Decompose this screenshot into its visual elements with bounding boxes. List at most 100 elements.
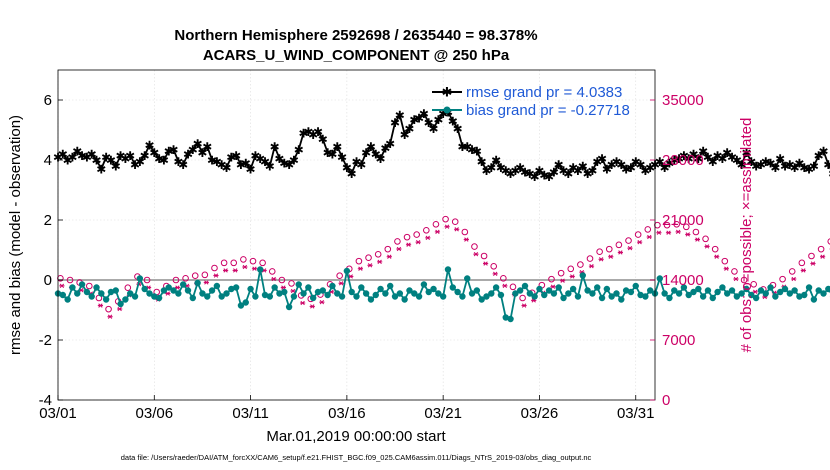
bias-point <box>127 290 134 297</box>
bias-point <box>411 290 418 297</box>
obs-possible-point <box>500 274 507 282</box>
obs-assimilated-stroke <box>223 268 228 273</box>
bias-point <box>377 285 384 293</box>
obs-possible-point <box>731 268 738 275</box>
obs-possible-point <box>85 282 93 290</box>
rmse-point: ✱ <box>530 170 540 184</box>
bias-point <box>671 287 678 294</box>
obs-assimilated-point <box>425 235 431 241</box>
rmse-point: ✱ <box>303 125 313 139</box>
obs-assimilated-stroke <box>801 268 806 273</box>
rmse-point: ✱ <box>674 152 684 166</box>
obs-assimilated-point <box>646 234 652 240</box>
rmse-point: ✱ <box>640 164 650 178</box>
bias-point <box>74 290 81 297</box>
rmse-point: ✱ <box>751 159 761 173</box>
bias-point <box>155 294 163 302</box>
rmse-point: ✱ <box>737 158 747 172</box>
rmse-point: ✱ <box>660 161 670 175</box>
obs-assimilated-stroke <box>695 237 700 242</box>
rmse-point: ✱ <box>592 155 602 169</box>
obs-assimilated-stroke <box>367 263 373 268</box>
obs-assimilated-stroke <box>348 274 353 279</box>
rmse-point: ✱ <box>106 153 116 167</box>
obs-assimilated-stroke <box>107 314 113 319</box>
obs-assimilated-point <box>685 232 691 237</box>
rmse-point: ✱ <box>534 164 544 178</box>
rmse-point: ✱ <box>616 158 626 172</box>
obs-assimilated-stroke <box>618 250 623 255</box>
rmse-point: ✱ <box>169 143 179 157</box>
rmse-point: ✱ <box>578 159 588 173</box>
bias-point <box>309 294 317 302</box>
rmse-point: ✱ <box>621 162 631 176</box>
bias-point <box>786 290 794 297</box>
rmse-point: ✱ <box>433 113 443 127</box>
obs-possible-point <box>788 268 796 275</box>
obs-assimilated-point <box>59 283 65 289</box>
rmse-point: ✱ <box>419 107 429 121</box>
obs-possible-point <box>711 245 719 253</box>
rmse-point: ✱ <box>58 147 68 161</box>
bias-point <box>194 279 201 287</box>
obs-assimilated-stroke <box>454 227 459 232</box>
bias-point <box>762 290 769 297</box>
obs-assimilated-stroke <box>608 254 613 259</box>
bias-point <box>199 290 206 297</box>
bias-point <box>584 287 591 294</box>
rmse-point: ✱ <box>217 158 227 172</box>
obs-possible-point <box>827 238 830 245</box>
obs-possible-point <box>413 231 420 238</box>
obs-possible-point <box>702 235 709 243</box>
obs-possible-point <box>201 271 209 279</box>
obs-assimilated-stroke <box>329 289 334 295</box>
obs-possible-point <box>394 238 401 245</box>
y-right-tick-label: 0 <box>662 392 670 409</box>
obs-possible-point <box>336 272 343 280</box>
obs-assimilated-point <box>338 281 344 286</box>
rmse-point: ✱ <box>539 168 549 182</box>
bias-point <box>324 291 331 299</box>
rmse-point: ✱ <box>698 144 708 158</box>
bias-point <box>507 315 514 323</box>
obs-assimilated-stroke <box>589 263 594 269</box>
obs-assimilated-stroke <box>656 230 662 235</box>
obs-assimilated-point <box>550 284 556 289</box>
rmse-point: ✱ <box>486 161 496 175</box>
obs-possible-point <box>143 276 151 284</box>
rmse-point: ✱ <box>327 147 337 161</box>
x-tick-label: 03/11 <box>232 405 268 422</box>
obs-possible-point <box>798 259 806 267</box>
obs-assimilated-point <box>319 299 325 305</box>
bias-point <box>102 296 110 303</box>
rmse-point: ✱ <box>756 158 766 172</box>
left-axis-ticks: -4 -2 0 2 4 6 <box>39 92 63 409</box>
obs-possible-point <box>750 280 757 288</box>
bias-point <box>569 285 577 293</box>
obs-assimilated-point <box>242 264 248 270</box>
obs-assimilated-stroke <box>685 232 690 237</box>
obs-possible-point <box>220 259 228 267</box>
obs-possible-point <box>423 226 430 234</box>
obs-assimilated-stroke <box>724 266 729 271</box>
obs-possible-point <box>519 294 526 302</box>
obs-assimilated-stroke <box>396 246 402 252</box>
obs-possible-point <box>66 276 74 284</box>
bias-point <box>748 291 755 299</box>
bias-point <box>69 284 76 291</box>
rmse-point: ✱ <box>149 146 159 160</box>
bias-point <box>526 290 534 297</box>
rmse-point: ✱ <box>597 152 607 166</box>
bias-point <box>598 294 606 302</box>
bias-point <box>420 281 428 288</box>
bias-point <box>815 287 822 294</box>
bias-point <box>290 293 298 300</box>
bias-point <box>319 287 326 294</box>
obs-assimilated-stroke <box>425 235 430 241</box>
rmse-point: ✱ <box>708 155 718 169</box>
bias-point <box>772 293 779 300</box>
obs-possible-point <box>288 280 295 287</box>
bias-point <box>516 287 524 294</box>
bias-point <box>743 285 750 293</box>
bias-point <box>536 285 543 293</box>
